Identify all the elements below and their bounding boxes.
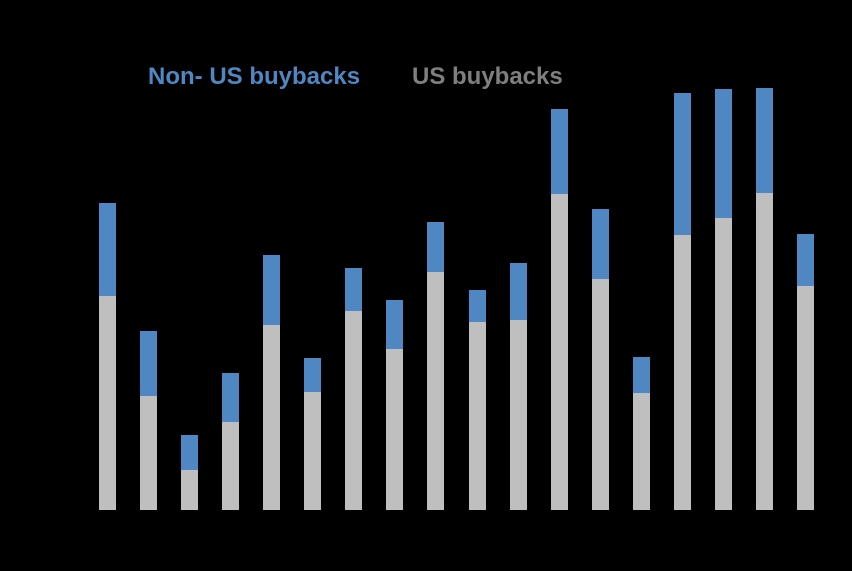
bar-segment-us-buybacks — [797, 286, 814, 510]
bar-segment-non-us-buybacks — [633, 357, 650, 393]
stacked-bar — [304, 358, 321, 510]
legend-non-us-buybacks: Non- US buybacks — [148, 63, 361, 90]
bar-segment-us-buybacks — [304, 392, 321, 510]
legend-us-buybacks: US buybacks — [412, 63, 563, 90]
bar-segment-non-us-buybacks — [140, 331, 157, 396]
bar-segment-us-buybacks — [427, 272, 444, 510]
stacked-bar — [181, 435, 198, 510]
bar-segment-non-us-buybacks — [674, 93, 691, 235]
bar-segment-non-us-buybacks — [386, 300, 403, 349]
bar-segment-non-us-buybacks — [345, 268, 362, 311]
bar-segment-non-us-buybacks — [99, 203, 116, 296]
stacked-bar — [551, 109, 568, 510]
stacked-bar — [345, 268, 362, 510]
stacked-bar — [469, 290, 486, 510]
stacked-bar — [427, 222, 444, 510]
bar-segment-non-us-buybacks — [715, 89, 732, 218]
stacked-bar — [715, 89, 732, 510]
stacked-bar — [140, 331, 157, 510]
bar-segment-us-buybacks — [222, 422, 239, 510]
bar-segment-non-us-buybacks — [551, 109, 568, 194]
bar-segment-us-buybacks — [551, 194, 568, 510]
bar-segment-us-buybacks — [386, 349, 403, 510]
bar-segment-non-us-buybacks — [756, 88, 773, 193]
bar-segment-non-us-buybacks — [304, 358, 321, 392]
bar-segment-us-buybacks — [99, 296, 116, 510]
stacked-bar — [99, 203, 116, 510]
stacked-bar — [797, 234, 814, 510]
bar-segment-us-buybacks — [592, 279, 609, 510]
stacked-bar — [633, 357, 650, 510]
bar-segment-us-buybacks — [181, 470, 198, 510]
bar-segment-non-us-buybacks — [263, 255, 280, 325]
stacked-bar — [756, 88, 773, 510]
bar-segment-non-us-buybacks — [592, 209, 609, 279]
bar-segment-non-us-buybacks — [181, 435, 198, 470]
stacked-bar — [263, 255, 280, 510]
bar-segment-us-buybacks — [674, 235, 691, 510]
bar-segment-non-us-buybacks — [469, 290, 486, 322]
bar-segment-us-buybacks — [140, 396, 157, 510]
bar-segment-us-buybacks — [469, 322, 486, 510]
stacked-bar — [510, 263, 527, 510]
bar-segment-us-buybacks — [345, 311, 362, 510]
bar-segment-us-buybacks — [510, 320, 527, 510]
stacked-bar — [592, 209, 609, 510]
bar-segment-non-us-buybacks — [797, 234, 814, 286]
bar-segment-non-us-buybacks — [510, 263, 527, 320]
bar-segment-us-buybacks — [756, 193, 773, 510]
bar-segment-us-buybacks — [633, 393, 650, 510]
bar-segment-non-us-buybacks — [222, 373, 239, 422]
bar-segment-non-us-buybacks — [427, 222, 444, 272]
stacked-bar — [674, 93, 691, 510]
bar-segment-us-buybacks — [715, 218, 732, 510]
stacked-bar — [222, 373, 239, 510]
bar-segment-us-buybacks — [263, 325, 280, 510]
stacked-bar — [386, 300, 403, 510]
